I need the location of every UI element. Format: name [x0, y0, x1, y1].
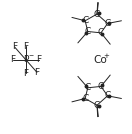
- Text: F: F: [23, 42, 28, 51]
- Text: −: −: [28, 52, 34, 57]
- Text: C: C: [82, 16, 88, 25]
- Text: C: C: [104, 19, 111, 28]
- Text: F: F: [10, 55, 15, 64]
- Text: C: C: [94, 101, 100, 110]
- Text: C: C: [104, 91, 111, 100]
- Text: F: F: [36, 55, 41, 64]
- Text: F: F: [12, 42, 17, 51]
- Text: +: +: [104, 53, 110, 59]
- Text: C: C: [94, 10, 100, 19]
- Text: P: P: [23, 55, 28, 64]
- Text: F: F: [23, 68, 28, 78]
- Text: C: C: [85, 27, 91, 36]
- Text: C: C: [85, 83, 91, 92]
- Text: C: C: [82, 94, 88, 103]
- Text: Co: Co: [93, 55, 107, 65]
- Text: F: F: [34, 68, 39, 77]
- Text: C: C: [98, 28, 104, 37]
- Text: C: C: [98, 82, 104, 91]
